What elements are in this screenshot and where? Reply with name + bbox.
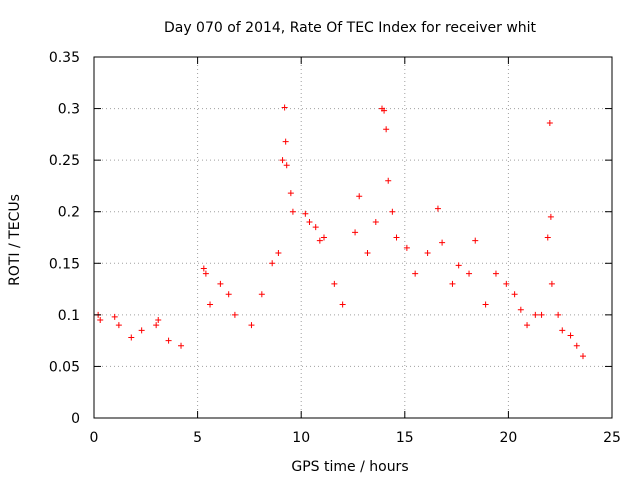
data-point: [111, 313, 118, 320]
data-point: [275, 249, 282, 256]
data-point: [547, 213, 554, 220]
data-point: [165, 337, 172, 344]
data-point: [511, 291, 518, 298]
x-tick-label: 5: [193, 430, 202, 446]
data-point: [331, 280, 338, 287]
x-tick-label: 25: [603, 430, 621, 446]
data-point: [217, 280, 224, 287]
data-point: [393, 234, 400, 241]
data-point: [281, 104, 288, 111]
y-tick-label: 0.2: [58, 205, 80, 221]
grid-lines: [94, 57, 612, 418]
data-point: [356, 193, 363, 200]
data-point: [282, 138, 289, 145]
x-tick-label: 0: [90, 430, 99, 446]
data-point: [434, 205, 441, 212]
data-point: [455, 262, 462, 269]
data-point: [302, 210, 309, 217]
data-point: [466, 270, 473, 277]
data-point: [482, 301, 489, 308]
data-point: [128, 334, 135, 341]
y-tick-label: 0: [71, 411, 80, 427]
data-point: [202, 270, 209, 277]
plot-frame: [93, 56, 613, 419]
data-point: [567, 332, 574, 339]
y-tick-label: 0.15: [49, 256, 80, 272]
data-point: [503, 280, 510, 287]
plot-border: [93, 56, 613, 419]
y-tick-label: 0.35: [49, 50, 80, 66]
chart-title: Day 070 of 2014, Rate Of TEC Index for r…: [164, 20, 537, 36]
data-point: [287, 190, 294, 197]
data-point: [449, 280, 456, 287]
y-tick-label: 0.05: [49, 359, 80, 375]
data-point: [153, 322, 160, 329]
y-tick-label: 0.25: [49, 153, 80, 169]
x-tick-label: 10: [292, 430, 310, 446]
data-point: [155, 317, 162, 324]
data-point: [544, 234, 551, 241]
data-point: [225, 291, 232, 298]
x-tick-label: 20: [499, 430, 517, 446]
data-point: [372, 219, 379, 226]
data-point: [207, 301, 214, 308]
y-axis-label: ROTI / TECUs: [7, 194, 23, 286]
data-point: [383, 126, 390, 133]
data-point: [138, 327, 145, 334]
data-point: [320, 234, 327, 241]
y-tick-label: 0.3: [58, 102, 80, 118]
data-point: [472, 237, 479, 244]
data-point: [289, 208, 296, 215]
data-point: [532, 311, 539, 318]
data-point: [97, 317, 104, 324]
data-point: [555, 311, 562, 318]
data-point: [389, 208, 396, 215]
data-point: [279, 157, 286, 164]
data-point: [248, 322, 255, 329]
data-point: [283, 162, 290, 169]
data-point: [559, 327, 566, 334]
data-points: [95, 104, 586, 360]
data-point: [258, 291, 265, 298]
y-tick-label: 0.1: [58, 308, 80, 324]
data-point: [538, 311, 545, 318]
data-point: [352, 229, 359, 236]
data-point: [312, 224, 319, 231]
data-point: [115, 322, 122, 329]
data-point: [381, 107, 388, 114]
data-point: [403, 244, 410, 251]
x-axis-label: GPS time / hours: [291, 459, 408, 475]
data-point: [548, 280, 555, 287]
data-point: [178, 342, 185, 349]
data-point: [517, 306, 524, 313]
data-point: [524, 322, 531, 329]
data-point: [412, 270, 419, 277]
data-point: [573, 342, 580, 349]
x-tick-label: 15: [396, 430, 414, 446]
data-point: [316, 237, 323, 244]
data-point: [364, 249, 371, 256]
data-point: [579, 353, 586, 360]
data-point: [306, 219, 313, 226]
data-point: [231, 311, 238, 318]
data-point: [385, 177, 392, 184]
data-point: [439, 239, 446, 246]
data-point: [269, 260, 276, 267]
data-point: [200, 265, 207, 272]
data-point: [424, 249, 431, 256]
axis-ticks: 0 5 10 15 20 25 0 0.05 0.1 0.15 0.2 0.25 0.3 0.35: [49, 50, 621, 446]
data-point: [492, 270, 499, 277]
data-point: [546, 120, 553, 127]
data-point: [339, 301, 346, 308]
